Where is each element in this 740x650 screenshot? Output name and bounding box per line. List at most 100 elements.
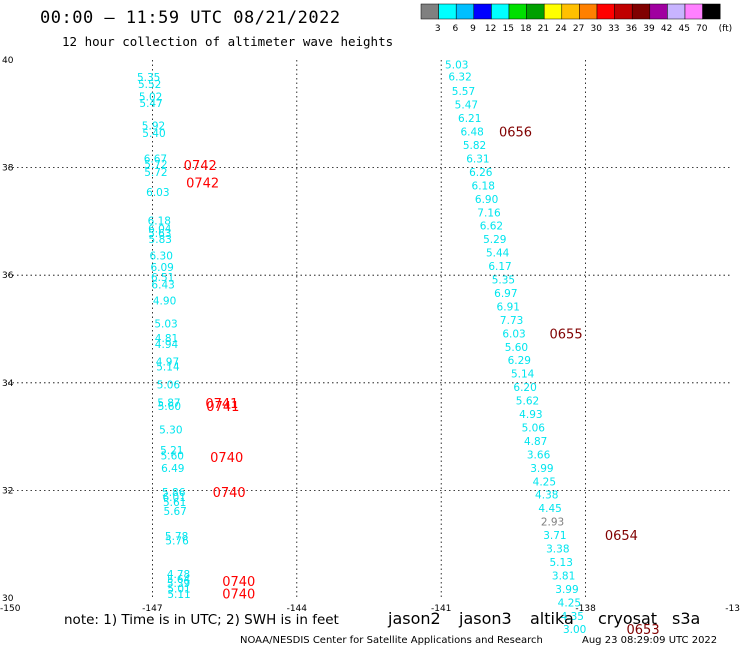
colorbar-label: 24	[555, 24, 567, 34]
time-label: 0740	[213, 486, 246, 501]
swh-value-label: 5.35	[492, 275, 515, 287]
colorbar-label: 6	[453, 24, 459, 34]
time-label: 0656	[499, 126, 532, 141]
colorbar-swatch	[579, 3, 598, 20]
swh-value-label: 6.97	[494, 288, 517, 300]
swh-value-label: 4.45	[538, 503, 561, 515]
swh-value-label: 5.64	[167, 574, 191, 586]
swh-value-label: 6.03	[146, 187, 169, 199]
swh-value-label: 4.78	[167, 569, 190, 581]
swh-value-label: 6.17	[488, 261, 511, 273]
swh-value-label: 4.35	[561, 611, 584, 623]
swh-value-label: 3.99	[530, 463, 553, 475]
swh-value-label: 6.62	[480, 221, 503, 233]
x-tick-label: -150	[0, 604, 21, 614]
swh-value-label: 6.18	[148, 215, 171, 227]
swh-value-label: 5.14	[511, 369, 535, 381]
colorbar-swatch	[614, 3, 633, 20]
swh-value-label: 6.21	[458, 113, 481, 125]
swh-value-label: 4.38	[535, 490, 558, 502]
grid-lines	[8, 60, 730, 598]
colorbar-swatch	[543, 3, 563, 20]
swh-value-label: 5.62	[516, 396, 539, 408]
colorbar-label: 36	[626, 24, 638, 34]
swh-value-label: 3.81	[552, 570, 575, 582]
swh-value-label: 5.61	[163, 497, 186, 509]
colorbar-swatch	[649, 3, 668, 20]
swh-value-label: 5.57	[452, 86, 475, 98]
time-label: 0654	[605, 529, 638, 544]
chart-title: 00:00 – 11:59 UTC 08/21/2022	[40, 8, 341, 28]
colorbar-label: 3	[435, 24, 441, 34]
colorbar-swatch	[596, 3, 615, 20]
swh-value-label: 5.72	[144, 159, 167, 171]
swh-value-label: 6.51	[151, 272, 174, 284]
x-tick-label: -13	[725, 604, 740, 614]
swh-value-label: 4.25	[533, 476, 556, 488]
satellite-legend-altika: altika	[530, 609, 574, 628]
swh-value-label: 5.30	[159, 425, 182, 437]
swh-value-label: 5.60	[158, 401, 181, 413]
swh-value-label: 3.66	[527, 449, 551, 461]
swh-value-label: 4.81	[155, 333, 178, 345]
colorbar-swatch	[667, 3, 686, 20]
swh-value-label: 4.90	[153, 295, 176, 307]
swh-value-label: 5.13	[550, 557, 573, 569]
swh-value-label: 5.47	[139, 98, 162, 110]
swh-value-label: 5.87	[157, 398, 180, 410]
swh-value-label: 2.93	[541, 517, 564, 529]
data-marks: 5.355.525.025.475.925.406.675.725.726.03…	[137, 59, 660, 638]
time-label: 0655	[550, 327, 583, 342]
swh-value-label: 4.97	[156, 356, 179, 368]
swh-value-label: 6.26	[469, 167, 493, 179]
swh-value-label: 5.52	[138, 79, 161, 91]
colorbar-swatch	[491, 3, 510, 20]
swh-value-label: 5.83	[149, 234, 172, 246]
swh-value-label: 5.63	[148, 228, 171, 240]
swh-value-label: 6.01	[163, 492, 186, 504]
colorbar-label: 33	[608, 24, 619, 34]
colorbar-legend: 3 6 9 12 15 18 21 24 27 30 33 36 39 42 45 70 (ft)	[420, 3, 732, 34]
swh-value-label: 6.67	[144, 153, 167, 165]
swh-value-label: 5.01	[167, 583, 190, 595]
swh-value-label: 5.60	[505, 342, 528, 354]
swh-value-label: 3.99	[555, 584, 578, 596]
swh-value-label: 6.20	[513, 382, 536, 394]
y-tick-label: 38	[2, 164, 14, 174]
chart-subtitle: 12 hour collection of altimeter wave hei…	[62, 34, 394, 49]
colorbar-swatch	[508, 3, 527, 20]
y-tick-label: 30	[2, 594, 14, 604]
swh-value-label: 3.71	[543, 530, 566, 542]
swh-value-label: 4.94	[155, 339, 179, 351]
swh-value-label: 7.73	[500, 315, 523, 327]
time-label: 0740	[222, 588, 255, 603]
colorbar-label: 30	[590, 24, 602, 34]
colorbar-swatch	[684, 3, 703, 20]
swh-value-label: 5.40	[142, 128, 165, 140]
footnote: note: 1) Time is in UTC; 2) SWH is in fe…	[64, 612, 339, 628]
colorbar-label: 42	[661, 24, 672, 34]
colorbar-swatch	[526, 3, 545, 20]
swh-value-label: 6.48	[460, 127, 483, 139]
swh-value-label: 5.11	[167, 589, 190, 601]
colorbar-swatch	[702, 3, 721, 20]
swh-value-label: 5.39	[167, 578, 190, 590]
swh-value-label: 5.14	[156, 362, 180, 374]
satellite-legend-cryosat: cryosat	[598, 609, 658, 628]
colorbar-swatch	[631, 3, 651, 20]
swh-value-label: 5.60	[161, 450, 184, 462]
colorbar-label: 12	[485, 24, 496, 34]
swh-value-label: 4.87	[524, 436, 547, 448]
y-tick-label: 32	[2, 486, 13, 496]
swh-value-label: 5.02	[139, 92, 162, 104]
colorbar-label: 21	[538, 24, 549, 34]
y-tick-label: 36	[2, 271, 14, 281]
x-tick-label: -144	[287, 604, 308, 614]
swh-value-label: 6.90	[475, 194, 498, 206]
colorbar-label: 15	[502, 24, 513, 34]
swh-value-label: 7.16	[477, 207, 501, 219]
swh-value-label: 6.03	[502, 328, 525, 340]
swh-value-label: 6.18	[472, 180, 495, 192]
